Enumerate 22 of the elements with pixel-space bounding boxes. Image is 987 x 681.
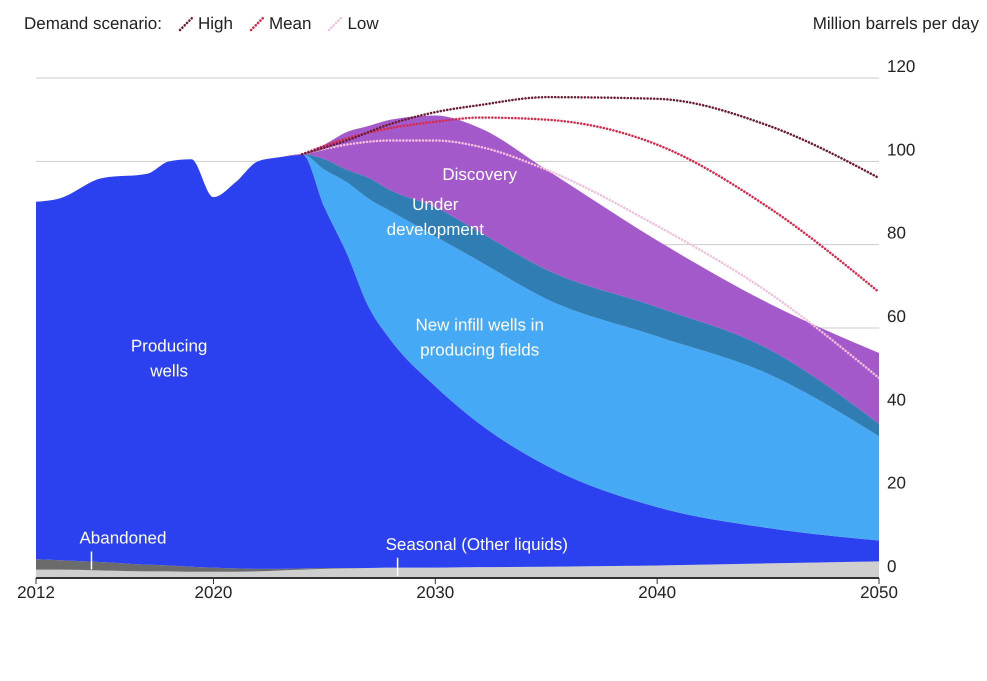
y-tick-label: 0 (887, 557, 896, 576)
x-tick-label: 2020 (194, 583, 232, 602)
x-tick-label: 2012 (17, 583, 55, 602)
series-label: Discovery (442, 165, 518, 184)
y-tick-label: 100 (887, 140, 916, 160)
y-tick-label: 80 (887, 224, 906, 243)
legend-label: Mean (268, 14, 312, 34)
series-label: New infill wells in producing fields (415, 316, 544, 360)
y-tick-label: 20 (887, 474, 906, 493)
y-axis-title: Million barrels per day (812, 14, 979, 34)
x-tick-label: 2040 (638, 583, 676, 602)
annotation: Seasonal (Other liquids) (386, 534, 568, 554)
x-tick-label: 2030 (416, 583, 454, 602)
y-tick-label: 60 (887, 307, 906, 326)
legend-label: High (198, 14, 233, 34)
legend-title: Demand scenario: (24, 14, 162, 34)
series-label: Producing wells (130, 336, 208, 380)
legend-label: Low (347, 14, 379, 34)
x-tick-label: 2050 (860, 583, 898, 602)
y-tick-label: 120 (887, 57, 916, 76)
annotation: Abandoned (79, 528, 166, 548)
y-tick-label: 40 (887, 390, 906, 410)
